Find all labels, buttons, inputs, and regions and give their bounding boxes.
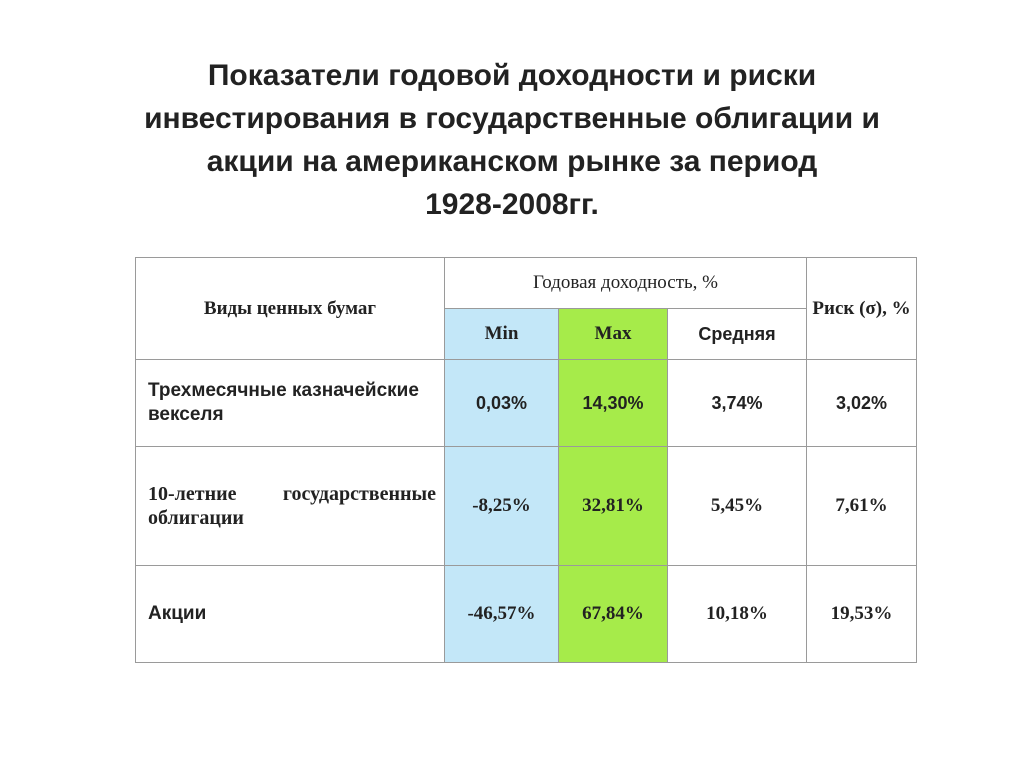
row-label: Акции — [135, 565, 445, 663]
cell-average: 5,45% — [667, 446, 807, 566]
table-row: Акции -46,57% 67,84% 10,18% 19,53% — [135, 565, 917, 663]
header-average: Средняя — [667, 308, 807, 360]
cell-min: 0,03% — [444, 359, 559, 447]
cell-risk: 19,53% — [806, 565, 917, 663]
cell-max: 32,81% — [558, 446, 668, 566]
cell-average: 10,18% — [667, 565, 807, 663]
table-row: 10-летние государственные облигации -8,2… — [135, 446, 917, 566]
title-line: инвестирования в государственные облигац… — [144, 102, 880, 135]
returns-risk-table: Виды ценных бумаг Годовая доходность, % … — [135, 257, 917, 663]
header-min: Min — [444, 308, 559, 360]
cell-min: -46,57% — [444, 565, 559, 663]
title-line: Показатели годовой доходности и риски — [207, 59, 817, 92]
row-label: 10-летние государственные облигации — [135, 446, 445, 566]
slide-title: Показатели годовой доходности и риски ин… — [60, 54, 964, 226]
subheader-row: Min Max Средняя — [136, 308, 917, 360]
title-line: акции на американском рынке за период — [206, 145, 818, 178]
cell-average: 3,74% — [667, 359, 807, 447]
cell-max: 67,84% — [558, 565, 668, 663]
header-security-type: Виды ценных бумаг — [135, 257, 445, 360]
cell-risk: 3,02% — [806, 359, 917, 447]
cell-risk: 7,61% — [806, 446, 917, 566]
title-line: 1928-2008гг. — [425, 188, 599, 221]
header-annual-return: Годовая доходность, % — [444, 257, 807, 309]
row-label: Трехмесячные казначейские векселя — [135, 359, 445, 447]
table-row: Трехмесячные казначейские векселя 0,03% … — [135, 359, 917, 447]
header-row: Виды ценных бумаг Годовая доходность, % … — [135, 257, 917, 360]
header-max: Max — [558, 308, 668, 360]
header-risk: Риск (σ), % — [806, 257, 917, 360]
cell-min: -8,25% — [444, 446, 559, 566]
cell-max: 14,30% — [558, 359, 668, 447]
